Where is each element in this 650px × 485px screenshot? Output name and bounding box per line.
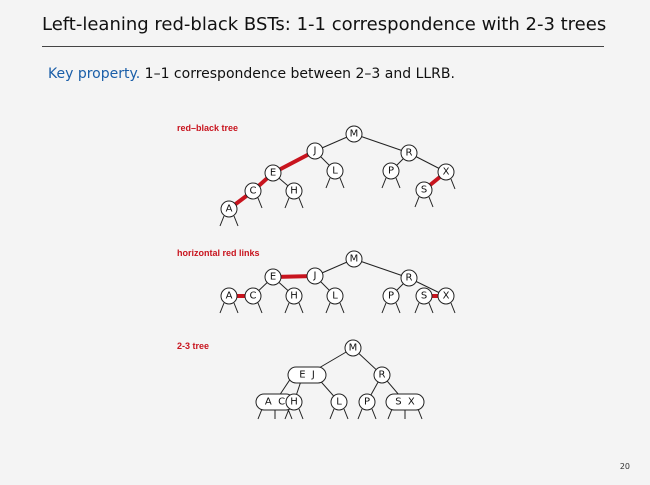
red-black-tree: red–black tree M J E C A H L R P X S: [177, 123, 456, 227]
rb-node-j-label: J: [313, 146, 317, 157]
t23-node-ej-label: E J: [299, 370, 315, 381]
hz-node-j-label: J: [313, 271, 317, 282]
hz-node-c: C: [244, 287, 262, 305]
t23-node-p-label: P: [364, 397, 370, 408]
key-property-label: Key property.: [48, 66, 141, 82]
rb-node-c-label: C: [250, 186, 257, 197]
hz-node-c-label: C: [250, 291, 257, 302]
t23-node-h-label: H: [290, 397, 298, 408]
rb-node-s-label: S: [421, 185, 427, 196]
hz-node-r-label: R: [406, 273, 413, 284]
t23-node-sx: S X: [385, 393, 425, 411]
rb-node-r: R: [400, 144, 418, 162]
rb-node-c: C: [244, 182, 262, 200]
hz-node-x-label: X: [443, 291, 450, 302]
hz-node-h-label: H: [290, 291, 298, 302]
hz-node-m-label: M: [350, 254, 359, 265]
horizontal-red-links-tree: horizontal red links M J E A C H L R P S…: [177, 248, 456, 314]
hz-node-a: A: [220, 287, 238, 305]
rb-node-x-label: X: [443, 167, 450, 178]
t23-node-sx-label: S X: [395, 397, 415, 408]
hz-node-l: L: [326, 287, 344, 305]
null-links-t23: [257, 408, 423, 420]
t23-node-l-label: L: [336, 397, 342, 408]
rb-node-p: P: [382, 162, 400, 180]
hz-node-l-label: L: [332, 291, 338, 302]
key-property-text: 1–1 correspondence between 2–3 and LLRB.: [140, 66, 455, 82]
t23-node-l: L: [330, 393, 348, 411]
rb-node-s: S: [415, 181, 433, 199]
rb-node-m-label: M: [350, 129, 359, 140]
rb-node-l-label: L: [332, 166, 338, 177]
t23-node-h: H: [285, 393, 303, 411]
t23-node-r: R: [373, 366, 391, 384]
hz-node-s-label: S: [421, 291, 427, 302]
hz-node-h: H: [285, 287, 303, 305]
null-links-hz: [219, 302, 456, 314]
hz-node-e-label: E: [270, 272, 276, 283]
t23-node-r-label: R: [379, 370, 386, 381]
hz-node-p-label: P: [388, 291, 394, 302]
hz-node-r: R: [400, 269, 418, 287]
hz-node-m: M: [345, 250, 363, 268]
rb-node-j: J: [306, 142, 324, 160]
rb-node-p-label: P: [388, 166, 394, 177]
t23-node-ac-label: A C: [265, 397, 285, 408]
rb-node-e: E: [264, 164, 282, 182]
page-number: 20: [619, 462, 630, 471]
hz-edge-m-r: [353, 258, 410, 279]
rb-node-e-label: E: [270, 168, 276, 179]
section-label-horizontal-red-links: horizontal red links: [177, 248, 260, 258]
rb-node-a-label: A: [226, 204, 233, 215]
section-label-red-black-tree: red–black tree: [177, 123, 238, 133]
key-property-line: Key property. 1–1 correspondence between…: [48, 66, 455, 82]
rb-node-x: X: [437, 163, 455, 181]
rb-node-r-label: R: [406, 148, 413, 159]
rb-node-h-label: H: [290, 186, 298, 197]
hz-node-p: P: [382, 287, 400, 305]
t23-node-p: P: [358, 393, 376, 411]
null-links-rb: [219, 177, 456, 227]
rb-node-l: L: [326, 162, 344, 180]
edge-m-r: [353, 133, 410, 154]
section-label-2-3-tree: 2-3 tree: [177, 341, 209, 351]
hz-node-s: S: [415, 287, 433, 305]
rb-node-m: M: [345, 125, 363, 143]
hz-node-a-label: A: [226, 291, 233, 302]
t23-node-ej: E J: [287, 366, 327, 384]
slide-title: Left-leaning red-black BSTs: 1-1 corresp…: [42, 14, 607, 35]
hz-node-x: X: [437, 287, 455, 305]
rb-node-h: H: [285, 182, 303, 200]
hz-node-e: E: [264, 268, 282, 286]
title-rule: [42, 46, 604, 47]
rb-node-a: A: [220, 200, 238, 218]
two-three-tree: 2-3 tree M E J R A C H L P S X: [177, 339, 425, 420]
hz-node-j: J: [306, 267, 324, 285]
t23-node-m: M: [344, 339, 362, 357]
t23-node-m-label: M: [349, 343, 358, 354]
